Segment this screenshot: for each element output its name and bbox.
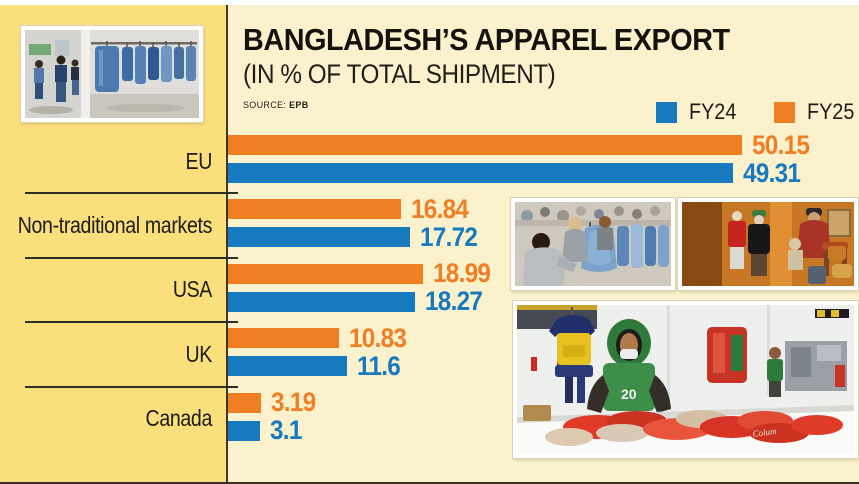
source-note: SOURCE: EPB [243, 100, 766, 110]
chart-axis-line [226, 5, 228, 482]
bar-fy25 [228, 199, 401, 220]
value-label-fy25: 50.15 [752, 129, 810, 160]
garment-brand-text: Colum [752, 426, 778, 439]
bar-line-fy25: 16.84 [228, 194, 474, 224]
top-margin-strip [0, 0, 859, 5]
bar-line-fy24: 3.1 [228, 415, 305, 445]
bar-fy25 [228, 392, 261, 413]
category-label: UK [185, 340, 213, 367]
garment-factory-photo: 20 Colum [513, 301, 858, 458]
bar-fy24 [228, 227, 410, 248]
bar-line-fy24: 18.27 [228, 286, 489, 316]
chart-row: Canada 3.19 3.1 [0, 387, 859, 451]
boutique-window-illustration [682, 202, 854, 286]
value-label-fy24: 49.31 [743, 157, 801, 188]
knitwear-market-photo [511, 198, 675, 290]
chart-row: UK 10.83 11.6 [0, 322, 859, 388]
bottom-border-strip [0, 482, 859, 484]
legend-item-fy25: FY25 [773, 99, 859, 125]
boutique-window-photo [678, 198, 858, 290]
bar-line-fy24: 49.31 [228, 158, 807, 188]
category-separator-line [25, 385, 238, 388]
chart-row: USA 18.99 18.27 [0, 258, 859, 324]
category-label: Canada [145, 405, 213, 432]
bar-fy25 [228, 135, 743, 155]
category-label: EU [185, 147, 213, 174]
bar-fy24 [228, 356, 347, 377]
bar-line-fy25: 3.19 [228, 387, 320, 417]
bar-fy25 [228, 263, 423, 284]
source-value: EPB [289, 100, 309, 110]
fy25-swatch-icon [773, 101, 795, 123]
bar-fy25 [228, 328, 339, 349]
category-separator-line [25, 321, 238, 324]
chart-row: Non-traditional markets 16.84 17.72 [0, 193, 859, 259]
value-label-fy24: 17.72 [419, 221, 478, 252]
bar-line-fy25: 18.99 [228, 258, 496, 288]
value-label-fy24: 11.6 [356, 350, 401, 381]
chart-row: EU 50.15 49.31 [0, 129, 859, 195]
value-label-fy25: 10.83 [349, 322, 407, 353]
garment-factory-illustration: 20 Colum [517, 305, 854, 454]
value-label-fy25: 16.84 [410, 193, 469, 224]
bar-line-fy25: 50.15 [228, 130, 816, 160]
bar-line-fy24: 17.72 [228, 222, 483, 252]
chart-subtitle: (IN % OF TOTAL SHIPMENT) [243, 59, 556, 89]
bar-line-fy24: 11.6 [228, 351, 405, 381]
chart-rows: EU 50.15 49.31 Non-traditional markets 16.84… [0, 129, 859, 451]
legend-item-fy24: FY24 [656, 99, 742, 125]
legend-label-fy24: FY24 [689, 99, 737, 124]
bar-fy24 [228, 420, 260, 441]
denim-showroom-photo [21, 26, 203, 122]
category-label: USA [172, 276, 213, 303]
bar-fy24 [228, 291, 416, 312]
denim-showroom-illustration [25, 30, 199, 118]
knitwear-market-illustration [515, 202, 671, 286]
category-label: Non-traditional markets [17, 212, 213, 239]
chart-header: BANGLADESH’S APPAREL EXPORT (IN % OF TOT… [243, 24, 766, 110]
chart-title: BANGLADESH’S APPAREL EXPORT [243, 22, 730, 57]
source-label: SOURCE: [243, 100, 287, 110]
legend-label-fy25: FY25 [806, 99, 854, 124]
bar-fy24 [228, 163, 734, 183]
value-label-fy24: 3.1 [269, 415, 302, 446]
bar-line-fy25: 10.83 [228, 323, 413, 353]
value-label-fy25: 3.19 [270, 387, 316, 418]
vest-badge-text: 20 [621, 386, 637, 402]
chart-legend: FY24 FY25 [656, 99, 859, 125]
category-separator-line [25, 192, 238, 195]
fy24-swatch-icon [656, 101, 677, 123]
value-label-fy24: 18.27 [425, 286, 483, 317]
value-label-fy25: 18.99 [432, 258, 491, 289]
category-separator-line [25, 256, 238, 259]
